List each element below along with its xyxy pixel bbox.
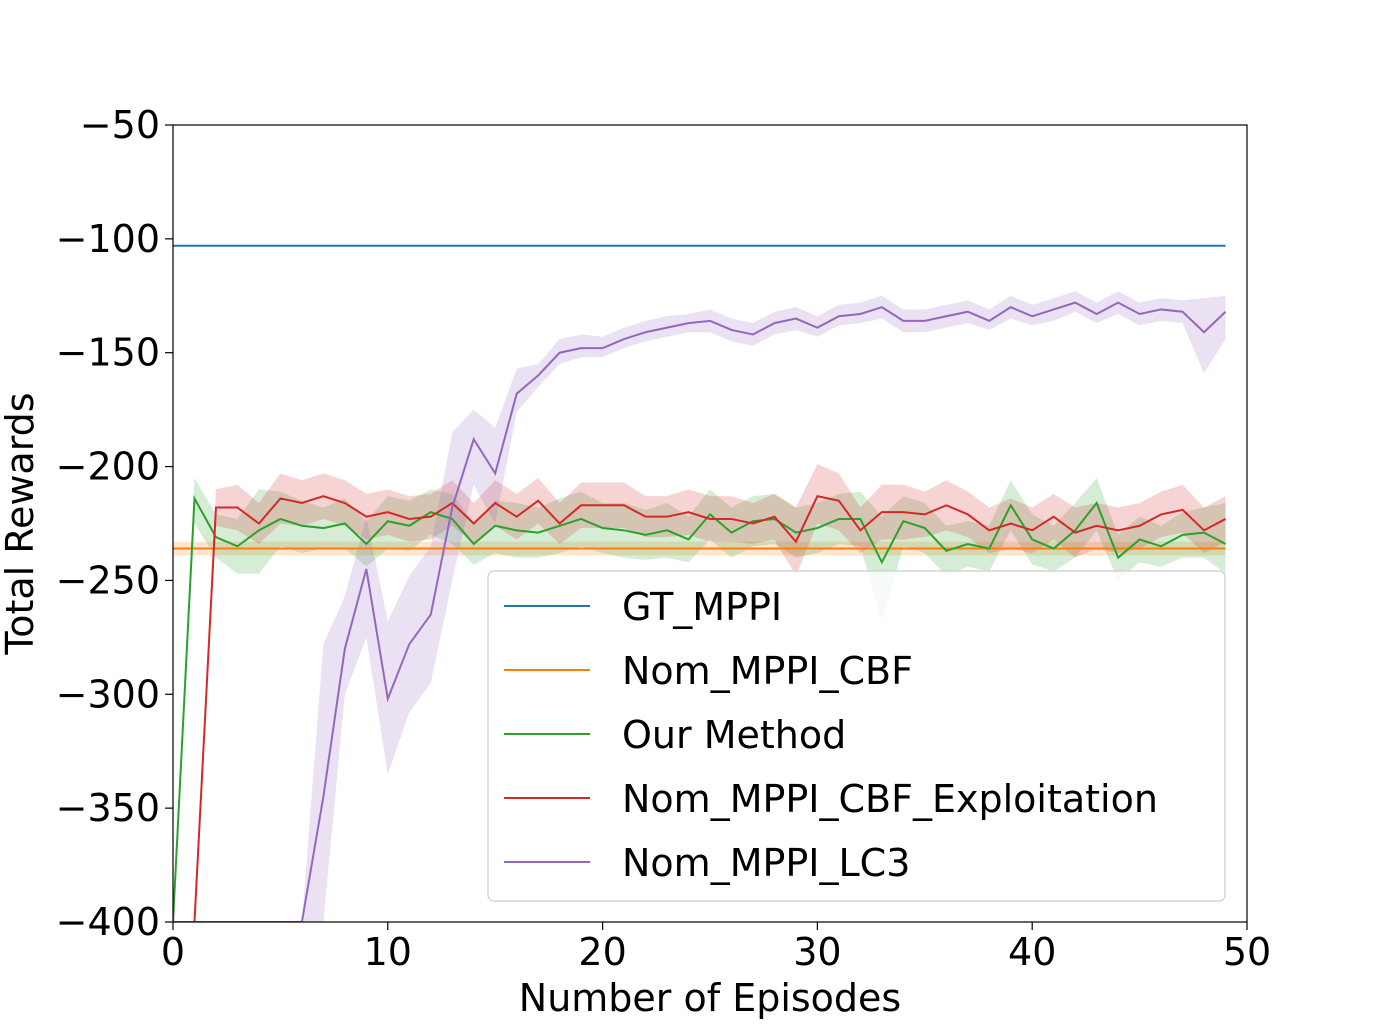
x-tick-label: 30 — [793, 930, 841, 974]
y-tick-label: −150 — [56, 331, 160, 375]
band-nom-mppi-cbf-exploitation — [173, 464, 1226, 922]
y-tick-label: −350 — [56, 786, 160, 830]
y-tick-label: −400 — [56, 900, 160, 944]
legend-label-nom-mppi-cbf-exploitation: Nom_MPPI_CBF_Exploitation — [622, 777, 1158, 821]
y-tick-label: −300 — [56, 672, 160, 716]
line-nom-mppi-cbf-exploitation — [173, 495, 1226, 922]
band-nom-mppi-lc3 — [173, 291, 1226, 922]
y-axis-title: Total Rewards — [0, 392, 42, 655]
x-tick-label: 0 — [161, 930, 185, 974]
x-axis-title: Number of Episodes — [519, 976, 901, 1020]
legend-label-gt-mppi: GT_MPPI — [622, 585, 782, 629]
legend-label-nom-mppi-lc3: Nom_MPPI_LC3 — [622, 841, 910, 885]
legend-box — [487, 570, 1226, 902]
x-tick-label: 20 — [578, 930, 626, 974]
y-axis: −50 −100 −150 −200 −250 −300 −350 −400 — [56, 103, 173, 944]
x-axis: 0 10 20 30 40 50 — [161, 922, 1271, 974]
x-tick-label: 50 — [1223, 930, 1271, 974]
legend: GT_MPPI Nom_MPPI_CBF Our Method Nom_MPPI_CB… — [487, 570, 1226, 902]
y-tick-label: −200 — [56, 445, 160, 489]
x-tick-label: 40 — [1008, 930, 1056, 974]
y-tick-label: −250 — [56, 558, 160, 602]
legend-label-nom-mppi-cbf: Nom_MPPI_CBF — [622, 649, 913, 693]
band-our-method — [173, 477, 1226, 922]
legend-label-our-method: Our Method — [622, 713, 846, 757]
line-our-method — [173, 494, 1226, 922]
x-tick-label: 10 — [364, 930, 412, 974]
plot-frame — [172, 124, 1248, 923]
y-tick-label: −50 — [80, 103, 160, 147]
line-nom-mppi-lc3 — [173, 301, 1227, 922]
series-lines — [173, 244, 1227, 922]
y-tick-label: −100 — [56, 217, 160, 261]
